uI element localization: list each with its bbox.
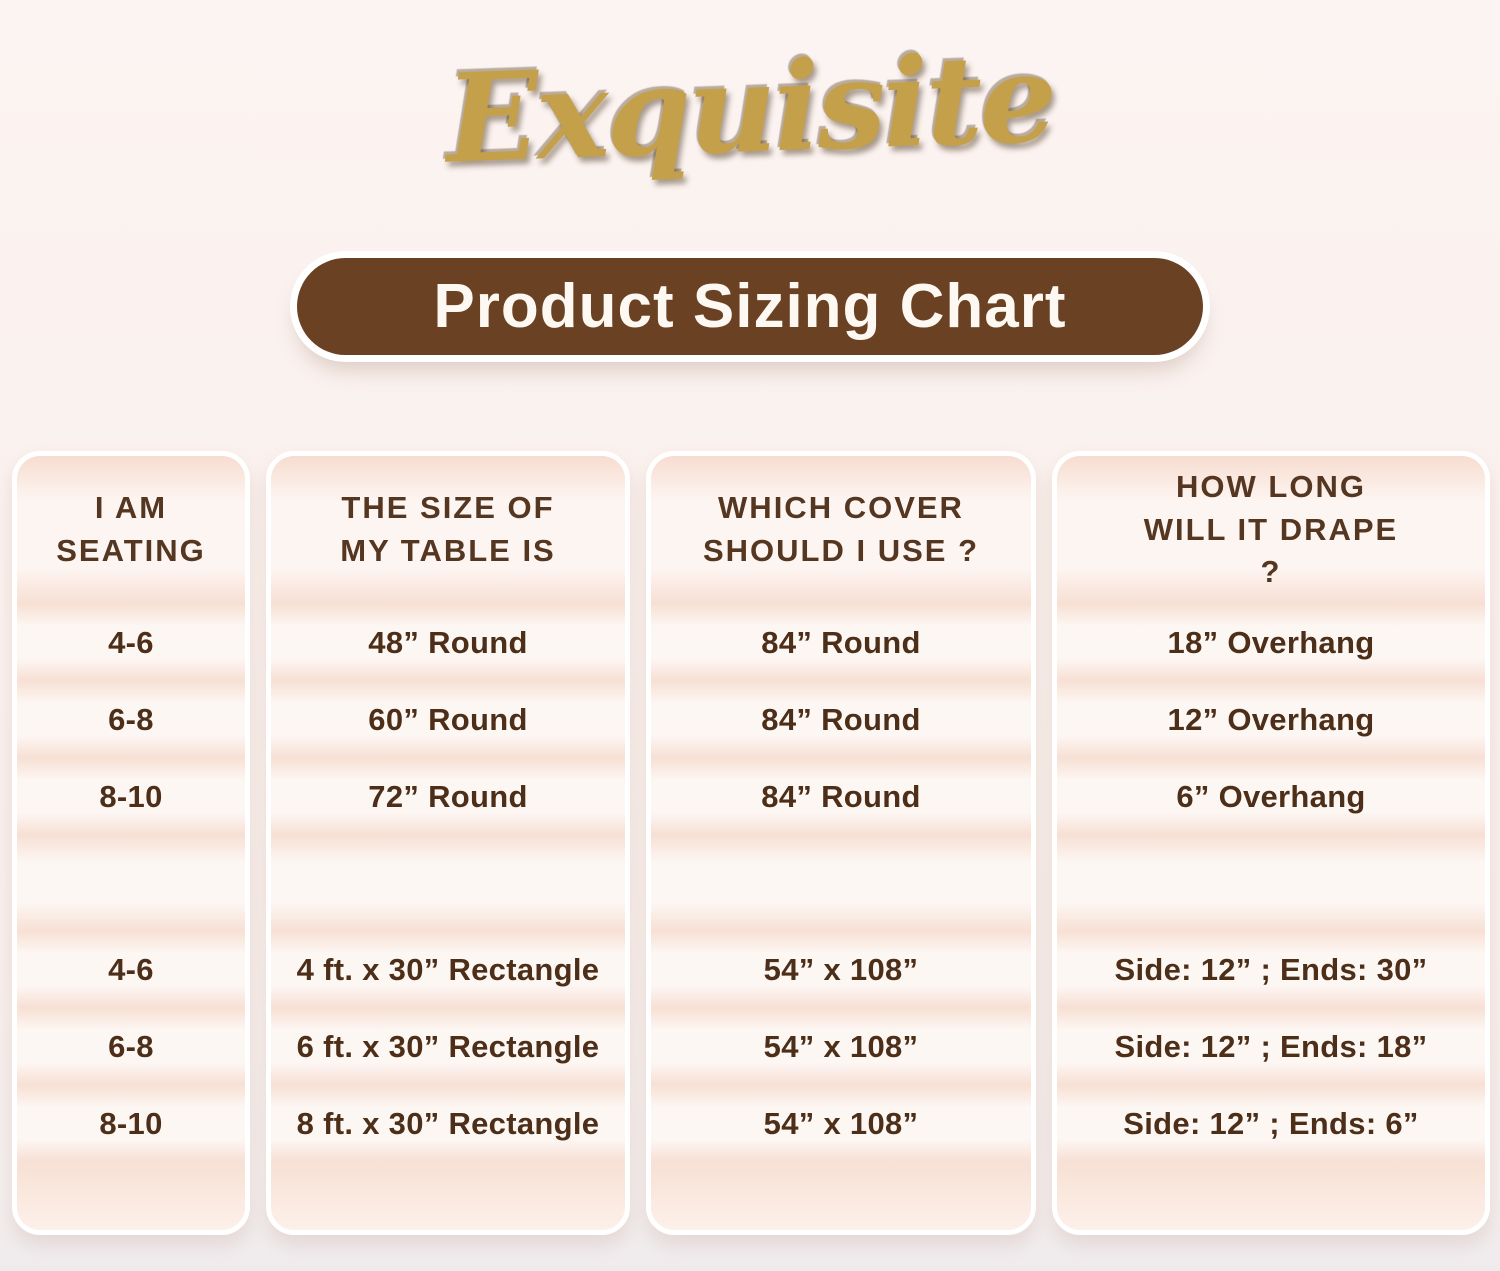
table-cell: 6-8 bbox=[17, 1008, 245, 1085]
column-card-cover: WHICH COVER SHOULD I USE ? 84” Round 84”… bbox=[646, 451, 1036, 1235]
column-header-drape: HOW LONG WILL IT DRAPE ? bbox=[1057, 456, 1485, 604]
column-header-label: THE SIZE OF MY TABLE IS bbox=[340, 490, 556, 568]
column-header-cover: WHICH COVER SHOULD I USE ? bbox=[651, 456, 1031, 604]
table-cell: 48” Round bbox=[271, 604, 625, 681]
table-cell: 8-10 bbox=[17, 1085, 245, 1162]
table-cell: Side: 12” ; Ends: 18” bbox=[1057, 1008, 1485, 1085]
table-cell: 12” Overhang bbox=[1057, 681, 1485, 758]
title-banner: Product Sizing Chart bbox=[297, 258, 1203, 355]
column-header-label: I AM SEATING bbox=[56, 490, 206, 568]
table-cell: Side: 12” ; Ends: 30” bbox=[1057, 931, 1485, 1008]
table-cell: 54” x 108” bbox=[651, 931, 1031, 1008]
table-cell: 8-10 bbox=[17, 758, 245, 835]
brand-logo-text: Exquisite bbox=[443, 25, 1057, 191]
card-footer bbox=[17, 1162, 245, 1230]
column-card-seating: I AM SEATING 4-6 6-8 8-10 4-6 6-8 8-10 bbox=[12, 451, 250, 1235]
table-cell: 8 ft. x 30” Rectangle bbox=[271, 1085, 625, 1162]
table-cell-empty bbox=[651, 835, 1031, 931]
table-cell: 84” Round bbox=[651, 681, 1031, 758]
column-header-seating: I AM SEATING bbox=[17, 456, 245, 604]
table-cell: 60” Round bbox=[271, 681, 625, 758]
table-cell-empty bbox=[271, 835, 625, 931]
card-footer bbox=[271, 1162, 625, 1230]
table-cell: 72” Round bbox=[271, 758, 625, 835]
table-cell: 54” x 108” bbox=[651, 1085, 1031, 1162]
table-cell: 84” Round bbox=[651, 758, 1031, 835]
brand-logo: Exquisite bbox=[0, 0, 1500, 212]
table-cell: 6-8 bbox=[17, 681, 245, 758]
page-title: Product Sizing Chart bbox=[433, 272, 1067, 341]
column-header-table-size: THE SIZE OF MY TABLE IS bbox=[271, 456, 625, 604]
column-header-label: WHICH COVER SHOULD I USE ? bbox=[702, 490, 979, 568]
column-card-table-size: THE SIZE OF MY TABLE IS 48” Round 60” Ro… bbox=[266, 451, 630, 1235]
column-header-label: HOW LONG WILL IT DRAPE ? bbox=[1143, 468, 1399, 590]
table-cell: 6 ft. x 30” Rectangle bbox=[271, 1008, 625, 1085]
table-cell: 4-6 bbox=[17, 604, 245, 681]
column-card-drape: HOW LONG WILL IT DRAPE ? 18” Overhang 12… bbox=[1052, 451, 1490, 1235]
card-footer bbox=[651, 1162, 1031, 1230]
table-cell: 4-6 bbox=[17, 931, 245, 1008]
table-cell-empty bbox=[1057, 835, 1485, 931]
table-cell: 6” Overhang bbox=[1057, 758, 1485, 835]
table-cell: 18” Overhang bbox=[1057, 604, 1485, 681]
table-cell: 84” Round bbox=[651, 604, 1031, 681]
table-cell-empty bbox=[17, 835, 245, 931]
sizing-table: I AM SEATING 4-6 6-8 8-10 4-6 6-8 8-10 T… bbox=[0, 451, 1500, 1235]
table-cell: 54” x 108” bbox=[651, 1008, 1031, 1085]
table-cell: 4 ft. x 30” Rectangle bbox=[271, 931, 625, 1008]
card-footer bbox=[1057, 1162, 1485, 1230]
table-cell: Side: 12” ; Ends: 6” bbox=[1057, 1085, 1485, 1162]
